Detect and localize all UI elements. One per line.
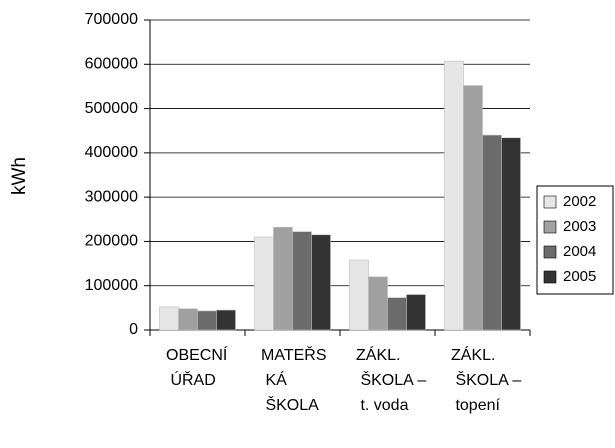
y-tick-label: 400000 bbox=[85, 144, 138, 161]
bar bbox=[463, 85, 483, 331]
y-tick-label: 200000 bbox=[85, 233, 138, 250]
bar bbox=[444, 60, 464, 331]
legend-swatch bbox=[543, 270, 557, 284]
bar bbox=[349, 259, 369, 331]
bar bbox=[501, 137, 521, 331]
x-tick-label: OBECNÍ ÚŘAD bbox=[166, 345, 228, 389]
bar bbox=[197, 310, 217, 331]
y-tick-label: 700000 bbox=[85, 11, 138, 28]
y-tick-label: 300000 bbox=[85, 188, 138, 205]
y-tick-label: 500000 bbox=[85, 100, 138, 117]
bar bbox=[273, 226, 293, 331]
bar bbox=[387, 297, 407, 331]
y-tick-label: 0 bbox=[129, 321, 138, 338]
legend-label: 2002 bbox=[563, 193, 596, 210]
bar bbox=[482, 134, 502, 331]
legend-swatch bbox=[543, 245, 557, 259]
y-tick-label: 600000 bbox=[85, 56, 138, 73]
bar bbox=[292, 231, 312, 331]
legend-label: 2004 bbox=[563, 243, 596, 260]
bar bbox=[311, 234, 331, 331]
y-axis-label: kWh bbox=[9, 157, 30, 195]
legend-swatch bbox=[543, 220, 557, 234]
y-tick-label: 100000 bbox=[85, 277, 138, 294]
bar bbox=[254, 236, 274, 331]
legend-label: 2003 bbox=[563, 218, 596, 235]
legend-swatch bbox=[543, 195, 557, 209]
bar bbox=[216, 309, 236, 331]
bar bbox=[406, 294, 426, 331]
bar bbox=[159, 306, 179, 331]
bar bbox=[368, 276, 388, 331]
legend-label: 2005 bbox=[563, 268, 596, 285]
x-tick-label: MATEŘS KÁ ŠKOLA bbox=[261, 345, 326, 414]
bar bbox=[178, 308, 198, 331]
x-tick-label: ZÁKL. ŠKOLA – t. voda bbox=[356, 345, 426, 414]
x-tick-label: ZÁKL. ŠKOLA – topení bbox=[451, 345, 521, 414]
